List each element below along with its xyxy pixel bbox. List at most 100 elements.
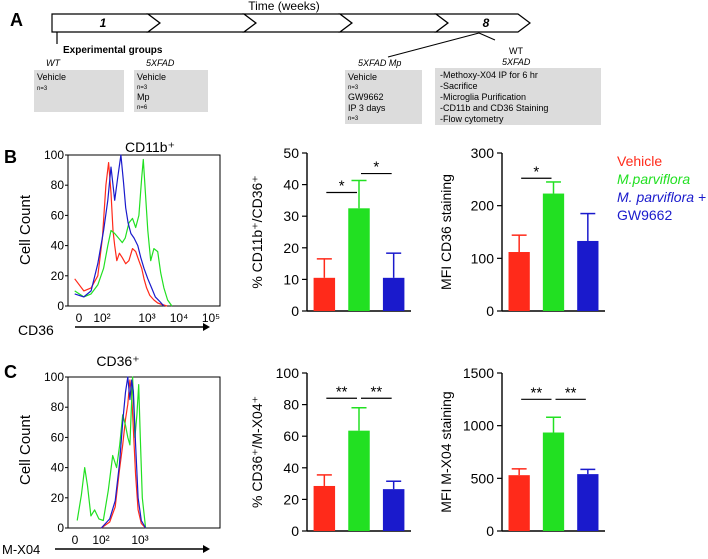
week8-connector-right [478, 32, 496, 41]
group-3-line-1: Vehicle [348, 72, 377, 82]
bar-y-label: % CD11b⁺/CD36⁺ [249, 175, 265, 288]
panel-a-label: A [10, 10, 23, 30]
bar-1 [542, 432, 565, 531]
bar-y-tick-label: 0 [486, 523, 494, 539]
hist-y-tick-label: 100 [44, 148, 64, 162]
bar-y-tick-label: 100 [471, 250, 495, 266]
bar-1 [348, 430, 370, 531]
hist-y-tick-label: 0 [57, 299, 64, 313]
hist-x-tick-label: 10⁵ [202, 311, 220, 325]
legend-gw9662: GW9662 [617, 207, 672, 223]
hist-y-tick-label: 60 [51, 208, 65, 222]
group-2-line-4: n=6 [137, 105, 148, 111]
procedure-box [435, 68, 601, 125]
hist-b-ylabel: Cell Count [17, 194, 34, 265]
legend-mparviflora: M.parviflora [617, 171, 690, 187]
bar-y-tick-label: 0 [291, 303, 299, 319]
significance-label-1: ** [565, 384, 577, 401]
hist-series-1 [74, 158, 173, 307]
group-1-line-2: n=3 [37, 86, 48, 92]
hist-b-x-arrow-head [203, 323, 210, 331]
group-3-genotype: 5XFAD Mp [358, 58, 401, 68]
hist-x-tick-label: 10³ [131, 533, 148, 547]
bar-y-label: MFI CD36 staining [438, 174, 454, 290]
bar-y-tick-label: 0 [291, 523, 299, 539]
bar-y-tick-label: 1000 [463, 418, 494, 434]
significance-label-1: ** [370, 383, 382, 400]
bar-2 [577, 474, 599, 531]
significance-label-1: * [373, 159, 379, 176]
legend: Vehicle M.parviflora M. parviflora + GW9… [617, 153, 706, 223]
significance-label-0: ** [336, 383, 348, 400]
group-3-line-3: GW9662 [348, 92, 384, 102]
hist-c-xlabel: M-X04 [2, 542, 40, 557]
bar-1 [542, 193, 565, 311]
bar-2 [382, 489, 405, 531]
bar-chart-cd36-mx04-percent: 0 20 40 60 80 100 % CD36⁺/M-X04⁺ ** ** [249, 365, 411, 539]
bar-y-tick-label: 40 [283, 460, 299, 476]
procedure-step-2: -Sacrifice [440, 81, 478, 91]
bar-y-label: % CD36⁺/M-X04⁺ [249, 396, 265, 508]
group-2-box [134, 70, 208, 112]
hist-c-x-arrow-head [203, 545, 210, 553]
hist-y-tick-label: 20 [51, 269, 65, 283]
group-2-genotype: 5XFAD [146, 58, 175, 68]
panel-a: A Time (weeks) 1 8 Experimental groups W… [10, 0, 601, 125]
hist-c-ylabel: Cell Count [17, 414, 34, 485]
legend-vehicle: Vehicle [617, 153, 662, 169]
legend-mparviflora-plus: M. parviflora + [617, 189, 706, 205]
hist-c-title: CD36⁺ [96, 353, 139, 369]
bar-y-tick-label: 80 [283, 397, 299, 413]
hist-x-tick-label: 10³ [138, 311, 155, 325]
bar-y-tick-label: 20 [283, 491, 299, 507]
hist-y-tick-label: 40 [51, 239, 65, 253]
bar-chart-mfi-cd36: 0 100 200 300 MFI CD36 staining * [438, 145, 605, 319]
bar-y-tick-label: 1500 [463, 365, 494, 381]
group-3-line-2: n=3 [348, 85, 359, 91]
bar-chart-mfi-mx04: 0 500 1000 1500 MFI M-X04 staining ** ** [438, 365, 605, 539]
hist-x-tick-label: 10⁴ [170, 311, 189, 325]
hist-frame [67, 376, 221, 529]
bar-0 [508, 475, 530, 531]
group-1-line-1: Vehicle [37, 72, 66, 82]
week8-connector-left [387, 32, 480, 58]
panel-b-label: B [4, 147, 17, 167]
hist-series-2 [100, 376, 147, 529]
bar-y-tick-label: 30 [283, 208, 299, 224]
bar-y-tick-label: 300 [471, 145, 495, 161]
group-2-line-3: Mp [137, 92, 150, 102]
bar-y-tick-label: 500 [471, 470, 495, 486]
timeline [51, 13, 531, 33]
bar-y-tick-label: 200 [471, 198, 495, 214]
procedure-step-4: -CD11b and CD36 Staining [440, 103, 548, 113]
hist-series-2 [74, 154, 165, 307]
procedure-step-5: -Flow cytometry [440, 114, 504, 124]
group-1-genotype: WT [46, 58, 61, 68]
hist-x-tick-label: 10² [92, 533, 109, 547]
hist-b-xlabel: CD36 [18, 322, 54, 338]
histogram-cd11b: CD11b⁺ Cell Count CD36 0 20 40 60 80 100 0 10² 1… [17, 139, 221, 338]
group-3-box [345, 70, 422, 124]
experimental-groups-title: Experimental groups [63, 45, 163, 56]
hist-frame [67, 154, 221, 307]
hist-series-1 [76, 376, 147, 529]
hist-x-tick-label: 0 [76, 311, 83, 325]
time-axis-label: Time (weeks) [248, 0, 320, 13]
group-3-line-4: IP 3 days [348, 103, 386, 113]
bar-0 [508, 252, 530, 311]
bar-y-tick-label: 0 [486, 303, 494, 319]
procedure-genotype-1: WT [509, 46, 523, 56]
hist-y-tick-label: 0 [57, 521, 64, 535]
week-start-label: 1 [100, 16, 107, 30]
bar-y-tick-label: 20 [283, 240, 299, 256]
bar-y-tick-label: 60 [283, 428, 299, 444]
procedure-step-3: -Microglia Purification [440, 92, 526, 102]
timeline-segment-5 [434, 13, 531, 33]
bar-y-tick-label: 10 [283, 271, 299, 287]
group-2-line-2: n=3 [137, 85, 148, 91]
timeline-segment-3 [242, 13, 353, 33]
significance-label-0: ** [530, 384, 542, 401]
panel-c-label: C [4, 362, 17, 382]
procedure-step-1: -Methoxy-X04 IP for 6 hr [440, 70, 538, 80]
